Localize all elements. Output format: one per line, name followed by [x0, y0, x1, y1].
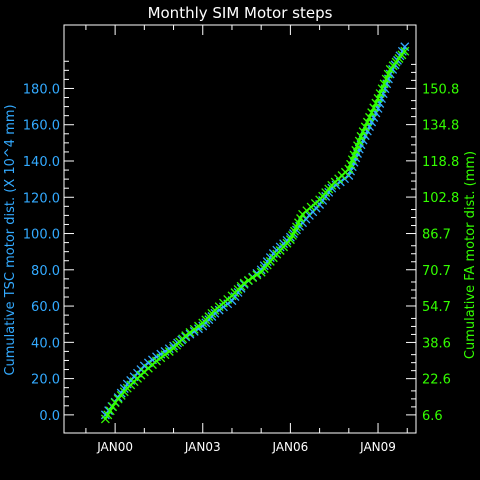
left-tick-label: 180.0	[23, 82, 60, 97]
data-point-1	[265, 253, 275, 263]
data-point-2	[381, 74, 391, 84]
data-point-2	[379, 79, 389, 89]
data-point-2	[356, 131, 366, 141]
right-tick-label: 102.8	[422, 191, 459, 206]
left-tick-label: 160.0	[23, 119, 60, 134]
right-axis: 6.6 22.6 38.6 54.7 70.7 86.7 102.8 118.8 134.8 15…	[406, 63, 459, 424]
data-point-1	[397, 46, 407, 56]
right-tick-label: 38.6	[422, 336, 451, 351]
x-axis: JAN00 JAN03 JAN06 JAN09	[85, 25, 408, 454]
data-point-2	[189, 324, 199, 334]
left-axis-label: Cumulative TSC motor dist. (X 10^4 mm)	[3, 104, 18, 375]
data-point-2	[373, 93, 383, 103]
data-point-2	[243, 275, 253, 285]
data-point-1	[259, 261, 269, 271]
data-point-2	[164, 347, 174, 356]
data-point-2	[351, 145, 361, 155]
chart-title: Monthly SIM Motor steps	[148, 4, 333, 22]
data-point-2	[375, 89, 385, 98]
x-tick-label: JAN03	[184, 440, 221, 454]
data-point-2	[358, 127, 368, 137]
data-point-2	[252, 270, 262, 280]
data-point-2	[194, 321, 203, 331]
data-point-2	[160, 350, 170, 360]
data-point-1	[230, 292, 240, 302]
data-point-1	[324, 187, 334, 197]
data-point-1	[327, 183, 337, 193]
data-point-2	[239, 278, 249, 288]
left-tick-label: 40.0	[31, 336, 60, 351]
data-point-2	[360, 122, 370, 132]
left-tick-label: 100.0	[23, 228, 60, 243]
data-point-1	[116, 388, 126, 398]
left-tick-label: 120.0	[23, 191, 60, 206]
data-point-1	[169, 341, 179, 351]
right-tick-label: 118.8	[422, 155, 459, 170]
data-point-2	[156, 353, 166, 363]
data-point-1	[262, 257, 272, 267]
data-point-2	[344, 164, 354, 174]
data-point-2	[296, 214, 305, 223]
data-point-2	[400, 46, 410, 56]
series-line-1	[104, 46, 406, 416]
x-tick-label: JAN06	[271, 440, 308, 454]
data-point-2	[105, 406, 115, 416]
series-layer	[100, 42, 410, 424]
left-tick-label: 80.0	[31, 264, 60, 279]
data-point-2	[285, 235, 295, 245]
data-point-1	[233, 288, 243, 297]
series-line-2	[104, 50, 406, 420]
data-point-2	[103, 410, 113, 420]
data-point-2	[248, 273, 258, 283]
data-point-2	[292, 222, 301, 232]
right-tick-label: 6.6	[422, 409, 443, 424]
data-point-2	[354, 136, 364, 146]
right-tick-label: 54.7	[422, 300, 451, 315]
data-point-1	[214, 305, 224, 315]
data-point-1	[321, 191, 331, 201]
left-tick-label: 20.0	[31, 373, 60, 388]
data-point-2	[365, 112, 374, 122]
data-point-2	[362, 117, 372, 127]
right-tick-label: 22.6	[422, 373, 451, 388]
data-point-1	[119, 384, 129, 394]
data-point-2	[383, 69, 393, 79]
data-point-2	[367, 108, 377, 118]
data-point-1	[160, 346, 170, 356]
x-tick-label: JAN09	[359, 440, 396, 454]
data-point-2	[371, 98, 381, 108]
data-point-2	[369, 103, 379, 113]
left-tick-label: 0.0	[39, 409, 60, 424]
data-point-2	[152, 356, 161, 366]
data-point-2	[100, 414, 110, 424]
right-tick-label: 134.8	[422, 119, 459, 134]
data-point-2	[181, 331, 191, 341]
x-tick-label: JAN00	[96, 440, 133, 454]
data-point-1	[210, 308, 220, 318]
data-point-2	[287, 230, 297, 240]
data-point-2	[346, 159, 356, 169]
data-point-2	[185, 328, 195, 337]
data-point-2	[289, 226, 299, 236]
data-point-1	[236, 283, 246, 293]
data-point-2	[353, 141, 362, 151]
data-point-2	[347, 155, 357, 165]
right-axis-label: Cumulative FA motor dist. (mm)	[463, 151, 478, 359]
right-tick-label: 150.8	[422, 82, 459, 97]
data-point-2	[294, 218, 303, 228]
data-point-2	[349, 150, 359, 160]
right-tick-label: 70.7	[422, 264, 451, 279]
data-point-2	[108, 402, 118, 412]
plot-frame	[63, 24, 417, 434]
left-tick-label: 60.0	[31, 300, 60, 315]
left-axis: 0.0 20.0 40.0 60.0 80.0 100.0 120.0 140.0 160.0 1…	[23, 60, 74, 424]
data-point-1	[318, 195, 328, 205]
right-tick-label: 86.7	[422, 228, 451, 243]
left-tick-label: 140.0	[23, 155, 60, 170]
data-point-2	[377, 84, 387, 94]
